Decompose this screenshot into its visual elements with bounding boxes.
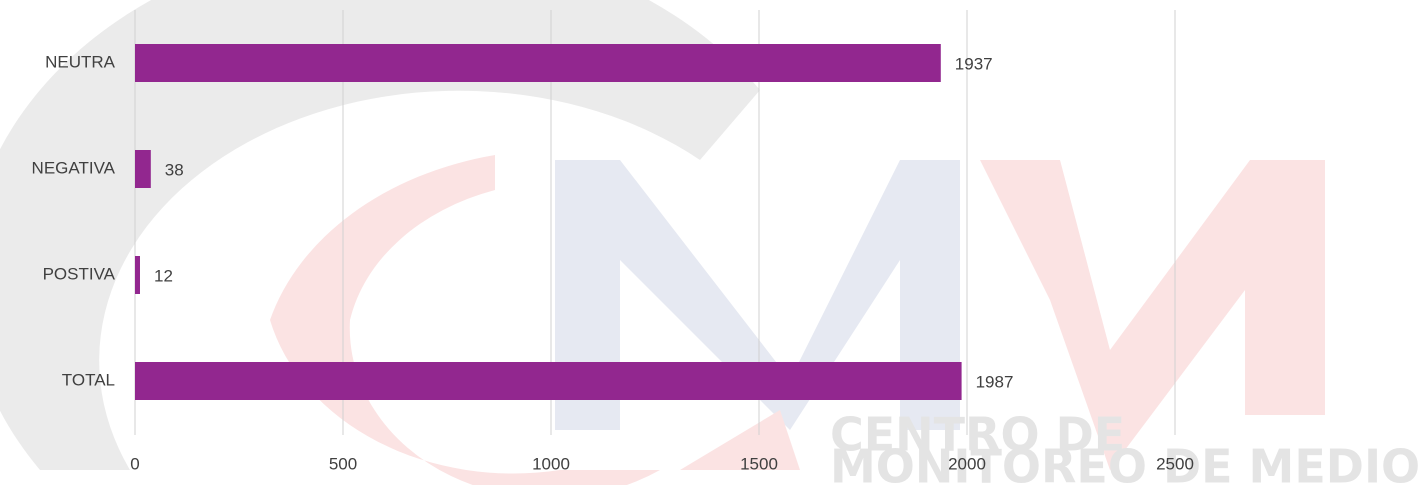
x-tick-label: 1000 [532, 454, 570, 473]
watermark-text: CENTRO DE [830, 408, 1125, 462]
logo-m [980, 160, 1325, 470]
bar [135, 362, 962, 400]
data-label: 1937 [955, 54, 993, 73]
y-tick-label: POSTIVA [43, 264, 116, 283]
x-tick-label: 2000 [948, 454, 986, 473]
y-tick-label: NEGATIVA [32, 158, 116, 177]
x-tick-label: 0 [130, 454, 139, 473]
logo-m [555, 160, 960, 430]
bar [135, 44, 941, 82]
logo-arc [0, 0, 760, 470]
bar [135, 150, 151, 188]
data-label: 12 [154, 266, 173, 285]
logo-arc [270, 155, 660, 485]
x-tick-label: 2500 [1156, 454, 1194, 473]
data-label: 38 [165, 160, 184, 179]
watermark-text: MONITOREO DE MEDIOS [830, 440, 1419, 485]
data-label: 1987 [976, 372, 1014, 391]
x-tick-label: 500 [329, 454, 357, 473]
y-tick-label: TOTAL [62, 370, 115, 389]
logo-m [680, 410, 800, 470]
y-tick-label: NEUTRA [45, 52, 116, 71]
x-tick-label: 1500 [740, 454, 778, 473]
bar [135, 256, 140, 294]
